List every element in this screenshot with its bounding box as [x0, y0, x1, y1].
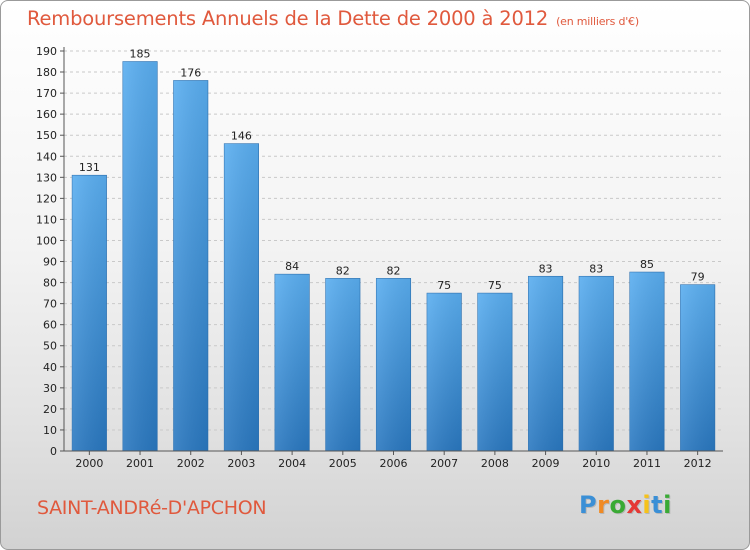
- logo-letter: x: [626, 491, 643, 519]
- bar-shade: [122, 61, 158, 452]
- y-tick-label: 140: [36, 150, 57, 163]
- bar-shade: [173, 80, 208, 451]
- bar-shade: [274, 274, 310, 451]
- bars-layer: 131 185 176 146 84 82 82 75 75 83 83 85 79: [71, 48, 716, 452]
- value-label: 83: [589, 262, 603, 275]
- value-label: 84: [285, 260, 299, 273]
- value-label: 131: [79, 161, 100, 174]
- x-tick-label: 2011: [633, 457, 661, 470]
- axis-layer: 0 10 20 30 40 50 60 70 80 90 100 110 120 130 140 150 160…: [36, 45, 723, 470]
- y-tick-label: 180: [36, 66, 57, 79]
- y-tick-label: 60: [43, 319, 57, 332]
- value-label: 176: [180, 66, 201, 79]
- logo-letter: o: [609, 491, 627, 519]
- chart-subtitle: (en milliers d'€): [556, 15, 639, 28]
- bar-shade: [579, 276, 614, 451]
- y-tick-label: 50: [43, 340, 57, 353]
- value-label: 185: [130, 48, 151, 61]
- bar-shade: [72, 175, 107, 452]
- y-tick-label: 90: [43, 256, 57, 269]
- x-tick-label: 2000: [75, 457, 103, 470]
- chart-title-text: Remboursements Annuels de la Dette de 20…: [27, 7, 549, 30]
- y-tick-label: 10: [43, 424, 57, 437]
- x-tick-label: 2007: [430, 457, 458, 470]
- y-tick-label: 190: [36, 45, 57, 58]
- chart-title: Remboursements Annuels de la Dette de 20…: [27, 7, 639, 30]
- y-tick-label: 110: [36, 213, 57, 226]
- x-tick-label: 2003: [227, 457, 255, 470]
- bar-shade: [426, 293, 462, 451]
- bar-shade: [629, 272, 665, 451]
- y-tick-label: 100: [36, 234, 57, 247]
- logo-letter: i: [663, 491, 672, 519]
- y-tick-label: 130: [36, 171, 57, 184]
- value-label: 75: [488, 279, 502, 292]
- x-tick-label: 2004: [278, 457, 306, 470]
- x-tick-label: 2012: [684, 457, 712, 470]
- logo-letter: r: [597, 491, 610, 519]
- y-tick-label: 80: [43, 277, 57, 290]
- bar-shade: [477, 293, 513, 451]
- value-label: 82: [336, 264, 350, 277]
- commune-name: SAINT-ANDRé-D'APCHON: [37, 497, 267, 519]
- value-label: 79: [691, 271, 705, 284]
- value-label: 82: [387, 264, 401, 277]
- logo-letter: t: [651, 491, 664, 519]
- x-tick-label: 2008: [481, 457, 509, 470]
- y-tick-label: 40: [43, 361, 57, 374]
- x-tick-label: 2010: [582, 457, 610, 470]
- bar-shade: [376, 278, 411, 451]
- logo-letter: P: [579, 491, 598, 519]
- y-tick-label: 160: [36, 108, 57, 121]
- y-tick-label: 20: [43, 403, 57, 416]
- bar-shade: [528, 276, 563, 451]
- bar-shade: [680, 284, 715, 451]
- value-label: 146: [231, 130, 252, 143]
- x-tick-label: 2006: [380, 457, 408, 470]
- x-tick-label: 2009: [532, 457, 560, 470]
- bar-shade: [224, 143, 259, 451]
- bar-shade: [325, 278, 361, 451]
- value-label: 75: [437, 279, 451, 292]
- value-label: 85: [640, 258, 654, 271]
- logo-letter: i: [642, 491, 652, 519]
- proxiti-logo: Proxiti: [579, 491, 672, 519]
- value-label: 83: [539, 262, 553, 275]
- y-tick-label: 0: [50, 445, 57, 458]
- x-tick-label: 2005: [329, 457, 357, 470]
- y-tick-label: 150: [36, 129, 57, 142]
- x-tick-label: 2001: [126, 457, 154, 470]
- x-tick-label: 2002: [177, 457, 205, 470]
- y-tick-label: 30: [43, 382, 57, 395]
- y-tick-label: 170: [36, 87, 57, 100]
- y-tick-label: 70: [43, 298, 57, 311]
- y-tick-label: 120: [36, 192, 57, 205]
